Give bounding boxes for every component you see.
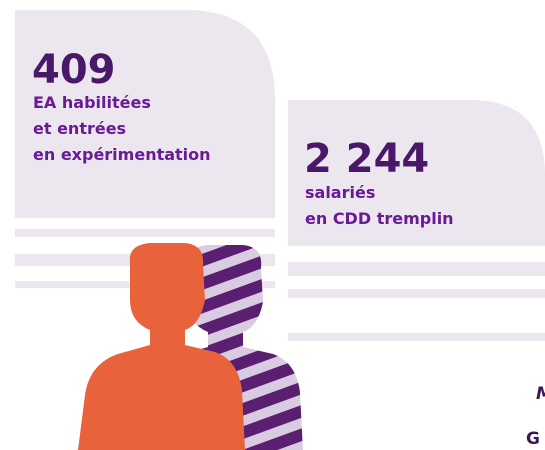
stat-label: salariés xyxy=(305,183,375,202)
stripe xyxy=(288,289,545,298)
cut-text: G xyxy=(526,429,540,449)
stripe xyxy=(288,262,545,276)
stat-label: en expérimentation xyxy=(33,145,211,164)
stat-label: et entrées xyxy=(33,119,126,138)
stripe xyxy=(288,333,545,341)
person xyxy=(78,243,245,450)
panel xyxy=(288,100,545,246)
stat-label: en CDD tremplin xyxy=(305,209,454,228)
stat-number: 2 244 xyxy=(304,136,429,182)
stat-label: EA habilitées xyxy=(33,93,151,112)
stat-number: 409 xyxy=(32,47,116,93)
stripe xyxy=(15,229,275,237)
cut-text: M xyxy=(536,384,545,404)
panel xyxy=(15,10,275,218)
